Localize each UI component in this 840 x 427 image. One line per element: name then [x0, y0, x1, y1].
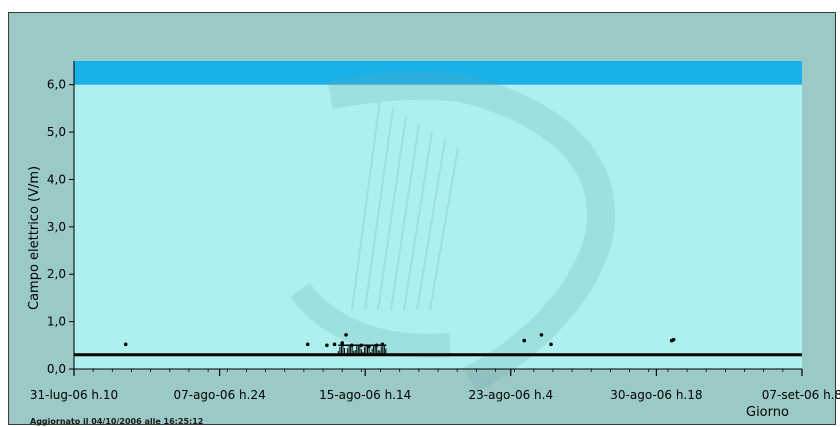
x-axis-label: Giorno — [746, 405, 789, 420]
plot-area — [74, 61, 802, 393]
data-point — [325, 343, 329, 348]
data-point — [340, 341, 345, 345]
data-point — [380, 342, 385, 347]
data-point — [359, 343, 364, 348]
data-point — [671, 337, 676, 342]
data-point — [349, 343, 354, 348]
y-tick-label: 5,0 — [47, 125, 66, 139]
data-point — [305, 342, 310, 347]
data-point — [332, 342, 337, 347]
watermark-string — [429, 147, 459, 311]
dense-cluster — [337, 344, 387, 355]
x-tick-label: 07-ago-06 h.24 — [173, 388, 265, 402]
data-point — [374, 343, 379, 348]
watermark-string — [403, 131, 433, 311]
y-tick-label: 1,0 — [47, 315, 66, 329]
data-point — [344, 333, 348, 337]
watermark-string — [390, 123, 420, 311]
axes: 0,0 1,0 2,0 3,0 4,0 5,0 6,0 31-lug-06 h.10 07-ag… — [30, 61, 840, 402]
x-tick-label: 31-lug-06 h.10 — [30, 388, 118, 402]
data-point — [367, 344, 371, 349]
data-point — [123, 342, 128, 347]
x-tick-label: 15-ago-06 h.14 — [319, 388, 411, 402]
data-point — [539, 333, 544, 337]
watermark-string — [351, 99, 381, 311]
x-tick-label: 30-ago-06 h.18 — [610, 388, 702, 402]
y-tick-label: 4,0 — [47, 172, 66, 186]
watermark-base — [290, 282, 451, 358]
last-updated-note: Aggiornato il 04/10/2006 alle 16:25:12 — [30, 417, 203, 426]
watermark-arc — [327, 71, 615, 393]
plot-background — [74, 61, 802, 369]
data-point — [522, 338, 527, 343]
watermark-logo — [290, 71, 615, 393]
y-tick-label: 2,0 — [47, 267, 66, 281]
y-tick-label: 3,0 — [47, 220, 66, 234]
x-tick-label: 07-set-06 h.8 — [762, 388, 840, 402]
limit-band — [74, 61, 802, 85]
watermark-string — [364, 107, 394, 311]
y-axis-label: Campo elettrico (V/m) — [27, 166, 42, 310]
data-point — [549, 342, 553, 347]
y-tick-label: 0,0 — [47, 362, 66, 376]
watermark-string — [416, 139, 446, 311]
y-tick-label: 6,0 — [47, 78, 66, 92]
watermark-string — [377, 115, 407, 311]
x-tick-label: 23-ago-06 h.4 — [468, 388, 553, 402]
data-series — [74, 333, 802, 357]
